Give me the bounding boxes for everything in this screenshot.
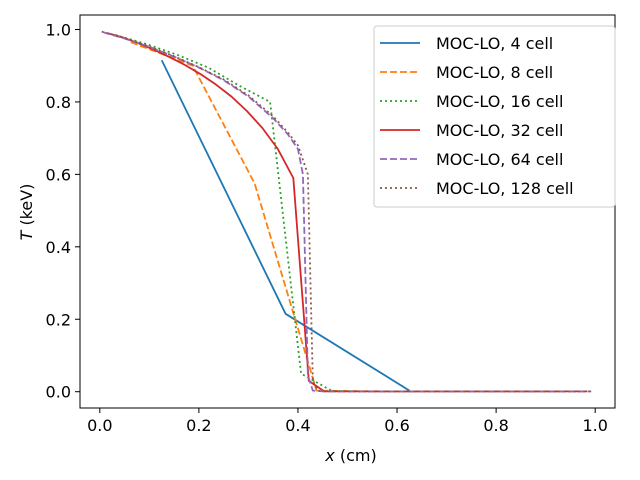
- x-tick-label: 0.4: [285, 416, 310, 435]
- plot-frame: [79, 14, 616, 409]
- legend: MOC-LO, 4 cell MOC-LO, 8 cell MOC-LO, 16 c…: [373, 25, 616, 208]
- y-tick-label: 1.0: [46, 20, 71, 39]
- y-axis-unit: (keV): [17, 184, 36, 231]
- x-axis: 0.0 0.2 0.4 0.6 0.8 1.0: [87, 408, 608, 435]
- x-axis-label: x (cm): [324, 446, 376, 465]
- x-tick-label: 1.0: [582, 416, 607, 435]
- legend-label-0: MOC-LO, 4 cell: [436, 34, 553, 53]
- x-tick-label: 0.8: [483, 416, 508, 435]
- x-axis-unit: (cm): [335, 446, 377, 465]
- y-axis-label: T (keV): [17, 184, 36, 241]
- y-axis: 0.0 0.2 0.4 0.6 0.8 1.0: [46, 20, 80, 402]
- series-line-5: [101, 30, 594, 393]
- series-line-0: [160, 59, 410, 392]
- legend-label-4: MOC-LO, 64 cell: [436, 150, 563, 169]
- legend-label-2: MOC-LO, 16 cell: [436, 92, 563, 111]
- y-tick-label: 0.0: [46, 383, 71, 402]
- y-tick-label: 0.2: [46, 310, 71, 329]
- series-line-2: [115, 34, 580, 393]
- y-tick-label: 0.4: [46, 238, 71, 257]
- y-tick-label: 0.6: [46, 165, 71, 184]
- legend-label-5: MOC-LO, 128 cell: [436, 179, 574, 198]
- legend-box: [373, 25, 616, 208]
- legend-label-1: MOC-LO, 8 cell: [436, 63, 553, 82]
- x-tick-label: 0.2: [186, 416, 211, 435]
- x-tick-label: 0.6: [384, 416, 409, 435]
- y-tick-label: 0.8: [46, 93, 71, 112]
- series-line-4: [103, 31, 592, 393]
- x-tick-label: 0.0: [87, 416, 112, 435]
- legend-label-3: MOC-LO, 32 cell: [436, 121, 563, 140]
- series-layer: [101, 30, 594, 393]
- x-axis-variable: x: [324, 446, 335, 465]
- y-axis-variable: T: [17, 229, 36, 240]
